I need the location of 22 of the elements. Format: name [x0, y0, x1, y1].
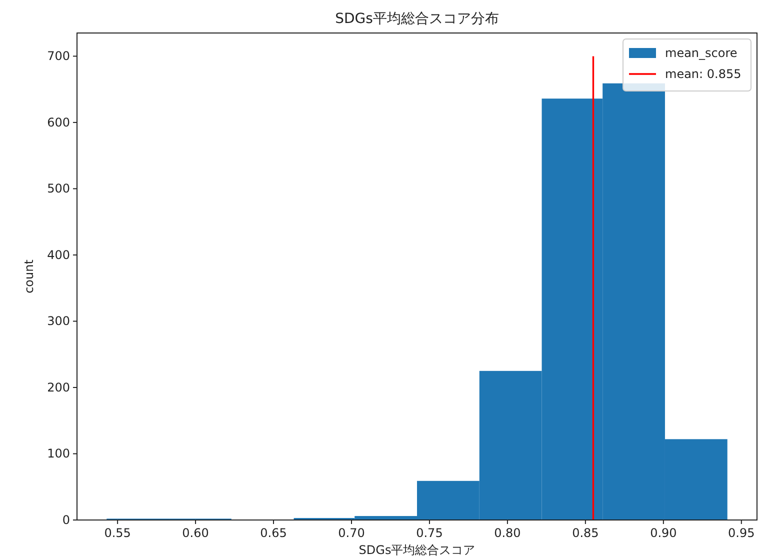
y-tick-label: 100: [47, 446, 70, 461]
y-tick-label: 600: [47, 115, 70, 130]
x-tick-label: 0.70: [338, 526, 365, 540]
legend-label: mean_score: [665, 46, 738, 60]
x-axis-title: SDGs平均総合スコア: [358, 543, 476, 557]
y-tick-label: 300: [47, 314, 70, 328]
y-tick-label: 200: [47, 380, 70, 394]
legend-label: mean: 0.855: [665, 67, 742, 81]
chart-title: SDGs平均総合スコア分布: [335, 11, 499, 27]
x-tick-label: 0.90: [650, 526, 677, 540]
y-tick-label: 400: [47, 248, 70, 262]
y-tick-label: 700: [47, 49, 70, 64]
y-axis-title: count: [22, 259, 36, 294]
x-tick-label: 0.55: [104, 526, 131, 540]
x-tick-label: 0.60: [182, 526, 209, 540]
y-tick-label: 500: [47, 182, 70, 196]
x-tick-label: 0.95: [728, 526, 755, 540]
x-tick-label: 0.85: [572, 526, 599, 540]
x-tick-label: 0.80: [494, 526, 521, 540]
x-tick-label: 0.75: [416, 526, 443, 540]
y-tick-label: 0: [62, 513, 70, 527]
x-tick-label: 0.65: [260, 526, 287, 540]
